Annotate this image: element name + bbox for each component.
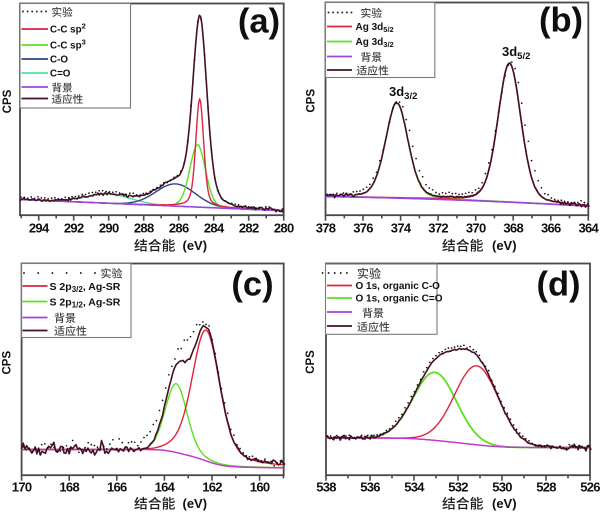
svg-text:(eV): (eV)	[183, 496, 208, 511]
svg-text:S 2p1/2, Ag-SR: S 2p1/2, Ag-SR	[50, 297, 121, 310]
svg-text:378: 378	[316, 221, 336, 236]
svg-text:526: 526	[580, 479, 600, 494]
svg-text:CPS: CPS	[305, 89, 317, 113]
svg-text:368: 368	[503, 221, 523, 236]
svg-text:528: 528	[536, 479, 556, 494]
svg-text:(b): (b)	[539, 2, 583, 40]
svg-text:370: 370	[466, 221, 486, 236]
svg-text:CPS: CPS	[305, 350, 317, 374]
svg-text:292: 292	[64, 221, 84, 236]
svg-text:294: 294	[29, 221, 50, 236]
svg-text:CPS: CPS	[2, 351, 14, 375]
svg-text:284: 284	[204, 221, 225, 236]
svg-text:290: 290	[99, 221, 119, 236]
svg-text:160: 160	[250, 479, 270, 494]
svg-text:C-C sp3: C-C sp3	[50, 38, 86, 52]
svg-text:CPS: CPS	[2, 89, 14, 113]
svg-text:Ag 3d5/2: Ag 3d5/2	[356, 22, 394, 34]
svg-text:Ag 3d3/2: Ag 3d3/2	[356, 37, 394, 49]
svg-text:282: 282	[239, 221, 259, 236]
svg-text:C=O: C=O	[50, 69, 71, 80]
svg-text:280: 280	[274, 221, 294, 236]
svg-text:538: 538	[316, 479, 336, 494]
svg-text:168: 168	[59, 479, 79, 494]
svg-text:534: 534	[404, 479, 425, 494]
svg-text:288: 288	[134, 221, 154, 236]
svg-text:(eV): (eV)	[492, 496, 517, 511]
svg-text:O 1s, organic C-O: O 1s, organic C-O	[356, 281, 441, 292]
svg-text:(d): (d)	[536, 266, 580, 304]
svg-text:536: 536	[360, 479, 380, 494]
svg-text:(a): (a)	[238, 3, 280, 41]
svg-text:164: 164	[155, 479, 176, 494]
svg-text:C-O: C-O	[50, 55, 68, 66]
svg-text:366: 366	[541, 221, 561, 236]
svg-text:(eV): (eV)	[492, 238, 517, 253]
svg-text:286: 286	[169, 221, 189, 236]
svg-text:376: 376	[353, 221, 373, 236]
svg-text:C-C sp2: C-C sp2	[50, 22, 86, 36]
svg-text:(c): (c)	[231, 266, 273, 304]
svg-text:162: 162	[202, 479, 222, 494]
svg-text:S 2p3/2, Ag-SR: S 2p3/2, Ag-SR	[50, 281, 121, 294]
svg-text:532: 532	[448, 479, 468, 494]
svg-text:374: 374	[391, 221, 412, 236]
svg-text:166: 166	[107, 479, 127, 494]
svg-text:372: 372	[428, 221, 448, 236]
svg-text:O 1s, organic C=O: O 1s, organic C=O	[356, 294, 443, 305]
svg-text:364: 364	[579, 221, 600, 236]
svg-text:530: 530	[492, 479, 512, 494]
svg-text:170: 170	[12, 479, 32, 494]
svg-text:(eV): (eV)	[183, 238, 208, 253]
